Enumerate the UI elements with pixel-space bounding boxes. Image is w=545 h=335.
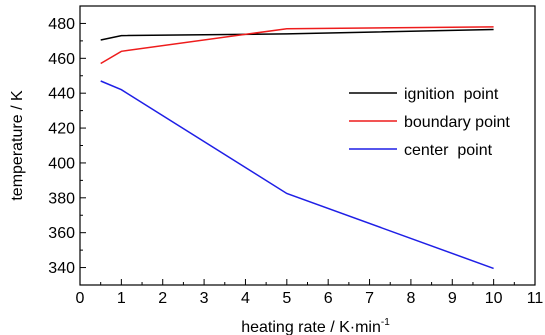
y-tick-label-380: 380 — [48, 190, 75, 207]
y-tick-label-440: 440 — [48, 86, 75, 103]
x-tick-label-0: 0 — [76, 290, 85, 307]
x-tick-label-7: 7 — [365, 290, 374, 307]
legend: ignition point boundary point center point — [349, 86, 510, 159]
y-tick-label-360: 360 — [48, 225, 75, 242]
legend-label-0: ignition point — [404, 86, 499, 103]
legend-label-1: boundary point — [404, 114, 510, 131]
x-axis-title: heating rate / K·min-1 — [241, 317, 390, 335]
x-tick-label-5: 5 — [282, 290, 291, 307]
y-axis: 340 360 380 400 420 440 460 480 — [48, 16, 86, 277]
x-tick-label-9: 9 — [448, 290, 457, 307]
x-tick-label-4: 4 — [241, 290, 250, 307]
x-tick-label-10: 10 — [485, 290, 503, 307]
y-axis-title: temperature / K — [9, 90, 26, 201]
x-tick-label-2: 2 — [158, 290, 167, 307]
y-tick-label-480: 480 — [48, 16, 75, 33]
y-tick-label-460: 460 — [48, 51, 75, 68]
x-axis: 0 1 2 3 4 5 6 7 8 9 10 11 — [76, 279, 544, 307]
x-tick-label-6: 6 — [324, 290, 333, 307]
x-axis-title-superscript: -1 — [381, 317, 390, 328]
legend-label-2: center point — [404, 142, 493, 159]
x-tick-label-3: 3 — [200, 290, 209, 307]
x-tick-label-11: 11 — [527, 290, 544, 307]
y-tick-label-420: 420 — [48, 121, 75, 138]
series-line-1 — [100, 26, 494, 65]
x-axis-title-main: heating rate / K·min — [241, 319, 381, 335]
y-tick-label-340: 340 — [48, 260, 75, 277]
series-line-0 — [100, 28, 494, 41]
x-tick-label-1: 1 — [117, 290, 126, 307]
x-tick-label-8: 8 — [406, 290, 415, 307]
plot-lines — [100, 26, 494, 270]
y-tick-label-400: 400 — [48, 155, 75, 172]
series-line-2 — [100, 80, 494, 270]
